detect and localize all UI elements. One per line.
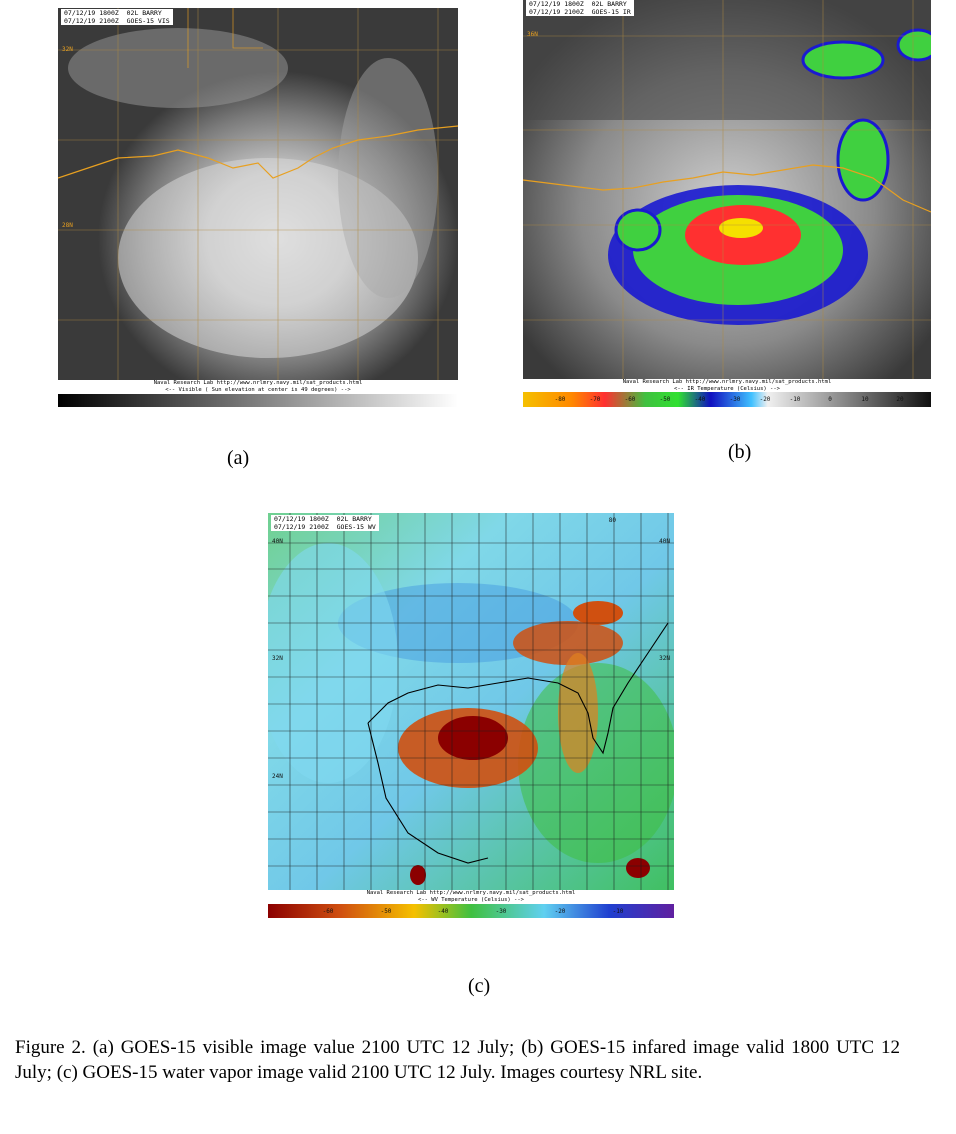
credit-line2: <-- WV Temperature (Celsius) --> <box>418 896 524 903</box>
lat-label: 36N <box>527 31 538 38</box>
visible-satellite-image <box>58 8 458 407</box>
lat-label: 32N <box>272 655 283 662</box>
panel-a-credit: Naval Research Lab http://www.nrlmry.nav… <box>58 380 458 393</box>
coastline <box>523 164 931 213</box>
credit-line1: Naval Research Lab http://www.nrlmry.nav… <box>153 380 363 386</box>
figure-panel-c-water-vapor: 07/12/19 1800Z 02L BARRY 07/12/19 2100Z … <box>268 513 674 918</box>
wv-color-scale: -60 -50 -40 -30 -20 -10 <box>268 908 674 918</box>
lat-label: 40N <box>659 538 670 545</box>
scale-tick: -60 <box>322 908 334 915</box>
panel-b-header: 07/12/19 1800Z 02L BARRY 07/12/19 2100Z … <box>526 0 634 16</box>
header-line1: 07/12/19 1800Z 02L BARRY <box>64 9 162 17</box>
figure-caption: Figure 2. (a) GOES-15 visible image valu… <box>15 1037 900 1083</box>
figure-panel-b-infrared: 07/12/19 1800Z 02L BARRY 07/12/19 2100Z … <box>523 0 931 407</box>
credit-line2: <-- IR Temperature (Celsius) --> <box>674 385 780 392</box>
scale-tick: 20 <box>896 396 904 403</box>
header-line2: 07/12/19 2100Z GOES-15 IR <box>529 8 631 16</box>
scale-tick: -70 <box>589 396 601 403</box>
scale-tick: -60 <box>624 396 636 403</box>
water-vapor-satellite-image <box>268 513 674 918</box>
scale-tick: -40 <box>437 908 449 915</box>
panel-a-label: (a) <box>227 447 250 469</box>
scale-tick: -10 <box>612 908 624 915</box>
panel-c-header: 07/12/19 1800Z 02L BARRY 07/12/19 2100Z … <box>271 515 379 531</box>
panel-a-header: 07/12/19 1800Z 02L BARRY 07/12/19 2100Z … <box>61 9 173 25</box>
lat-label: 32N <box>62 46 73 53</box>
lat-label: 40N <box>272 538 283 545</box>
scale-tick: -30 <box>729 396 741 403</box>
coastline <box>58 125 458 179</box>
credit-line2: <-- Visible ( Sun elevation at center is… <box>165 386 351 393</box>
infrared-satellite-image <box>523 0 931 407</box>
header-line2: 07/12/19 2100Z GOES-15 WV <box>274 523 376 531</box>
credit-line1: Naval Research Lab http://www.nrlmry.nav… <box>622 379 832 385</box>
scale-tick: -80 <box>554 396 566 403</box>
scale-tick: 10 <box>861 396 869 403</box>
scale-tick: -20 <box>554 908 566 915</box>
scale-tick: -50 <box>659 396 671 403</box>
lat-label: 24N <box>272 773 283 780</box>
lon-label: 80 <box>608 517 616 524</box>
lat-label: 32N <box>659 655 670 662</box>
scale-tick: -10 <box>789 396 801 403</box>
credit-line1: Naval Research Lab http://www.nrlmry.nav… <box>366 890 576 896</box>
header-line1: 07/12/19 1800Z 02L BARRY <box>274 515 372 523</box>
scale-tick: -40 <box>694 396 706 403</box>
scale-tick: -50 <box>380 908 392 915</box>
header-line1: 07/12/19 1800Z 02L BARRY <box>529 0 627 8</box>
ir-color-scale: -80 -70 -60 -50 -40 -30 -20 -10 0 10 20 <box>523 396 931 406</box>
panel-c-label: (c) <box>468 975 491 997</box>
scale-tick: -20 <box>759 396 771 403</box>
figure-panel-a-visible: 07/12/19 1800Z 02L BARRY 07/12/19 2100Z … <box>58 8 458 407</box>
header-line2: 07/12/19 2100Z GOES-15 VIS <box>64 17 170 25</box>
coastline <box>367 622 669 755</box>
panel-c-credit: Naval Research Lab http://www.nrlmry.nav… <box>268 890 674 903</box>
panel-b-credit: Naval Research Lab http://www.nrlmry.nav… <box>523 379 931 392</box>
scale-tick: -30 <box>495 908 507 915</box>
scale-tick: 0 <box>828 396 832 403</box>
lat-label: 28N <box>62 222 73 229</box>
panel-b-label: (b) <box>728 441 752 463</box>
